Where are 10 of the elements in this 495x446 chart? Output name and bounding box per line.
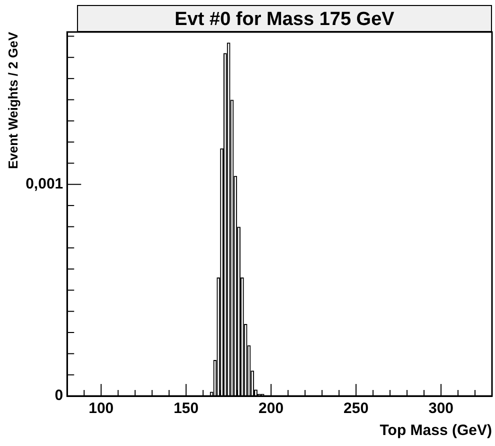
chart-title: Evt #0 for Mass 175 GeV	[77, 5, 492, 32]
x-tick-label: 200	[258, 400, 284, 418]
x-tick-label: 250	[344, 400, 369, 418]
x-tick-label: 300	[428, 400, 454, 418]
x-tick-label: 100	[88, 400, 114, 418]
y-axis-title: Event Weights / 2 GeV	[5, 32, 20, 170]
y-tick-label: 0,001	[26, 176, 64, 193]
x-axis-title: Top Mass (GeV)	[380, 422, 492, 440]
x-tick-label: 150	[174, 400, 199, 418]
y-tick-label: 0	[54, 387, 64, 404]
